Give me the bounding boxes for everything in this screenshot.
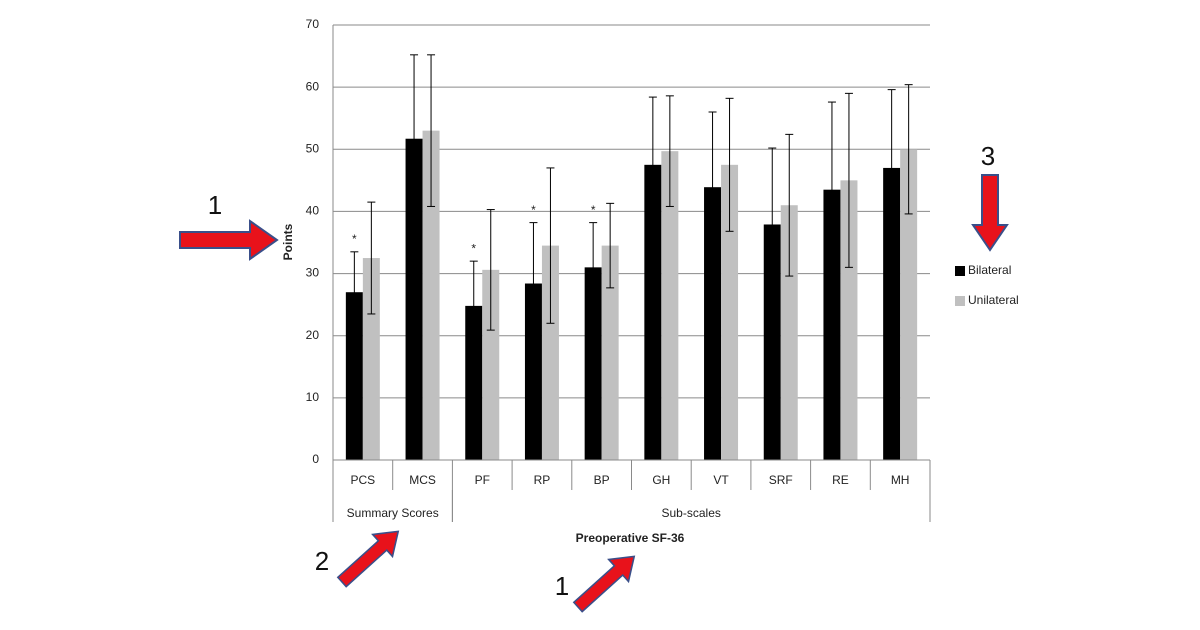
- group-label: Summary Scores: [347, 506, 439, 520]
- y-tick-label: 30: [306, 266, 320, 280]
- bar: [524, 283, 542, 460]
- bar: [644, 164, 662, 461]
- bar: [405, 138, 423, 460]
- x-tick-label: MCS: [409, 473, 436, 487]
- bar: [900, 149, 918, 461]
- y-axis-title: Points: [281, 223, 295, 260]
- bar: [763, 224, 781, 460]
- x-tick-label: RP: [534, 473, 551, 487]
- x-tick-label: GH: [652, 473, 670, 487]
- arrow: [971, 174, 1009, 252]
- legend-label: Bilateral: [968, 263, 1011, 277]
- bar: [780, 205, 798, 460]
- bar: [704, 187, 722, 460]
- arrow: [572, 555, 636, 613]
- y-tick-label: 0: [312, 452, 319, 466]
- significance-marker: *: [531, 203, 536, 217]
- callout-arrows: [179, 174, 1009, 613]
- bar: [823, 189, 841, 460]
- bar: [584, 267, 602, 460]
- x-tick-label: RE: [832, 473, 849, 487]
- legend-label: Unilateral: [968, 293, 1019, 307]
- y-tick-label: 70: [306, 17, 320, 31]
- bar: [601, 245, 619, 460]
- bar: [541, 245, 559, 460]
- callout-number: 1: [208, 190, 222, 220]
- x-tick-label: BP: [594, 473, 610, 487]
- x-tick-label: PCS: [351, 473, 376, 487]
- bar: [661, 151, 679, 460]
- bar: [465, 305, 483, 460]
- significance-marker: *: [352, 232, 357, 246]
- significance-marker: *: [471, 241, 476, 255]
- significance-marker: *: [591, 203, 596, 217]
- y-tick-label: 40: [306, 204, 320, 218]
- arrow: [336, 530, 400, 588]
- arrow: [179, 219, 279, 261]
- callout-number: 1: [555, 571, 569, 601]
- bar: [883, 167, 901, 460]
- group-label: Sub-scales: [662, 506, 721, 520]
- callout-number: 2: [315, 546, 329, 576]
- y-tick-label: 50: [306, 141, 320, 155]
- bar: [721, 164, 739, 461]
- bar: [482, 269, 500, 460]
- x-tick-label: PF: [475, 473, 490, 487]
- bar: [422, 130, 440, 460]
- bar: [840, 180, 858, 460]
- legend-swatch: [955, 266, 965, 276]
- x-tick-label: VT: [713, 473, 729, 487]
- y-tick-label: 10: [306, 390, 320, 404]
- y-tick-label: 20: [306, 328, 320, 342]
- x-axis-title: Preoperative SF-36: [576, 531, 685, 545]
- x-tick-label: SRF: [769, 473, 793, 487]
- y-tick-label: 60: [306, 79, 320, 93]
- x-tick-label: MH: [891, 473, 910, 487]
- legend-swatch: [955, 296, 965, 306]
- bar: [362, 258, 380, 460]
- callout-number: 3: [981, 141, 995, 171]
- bar: [345, 292, 363, 460]
